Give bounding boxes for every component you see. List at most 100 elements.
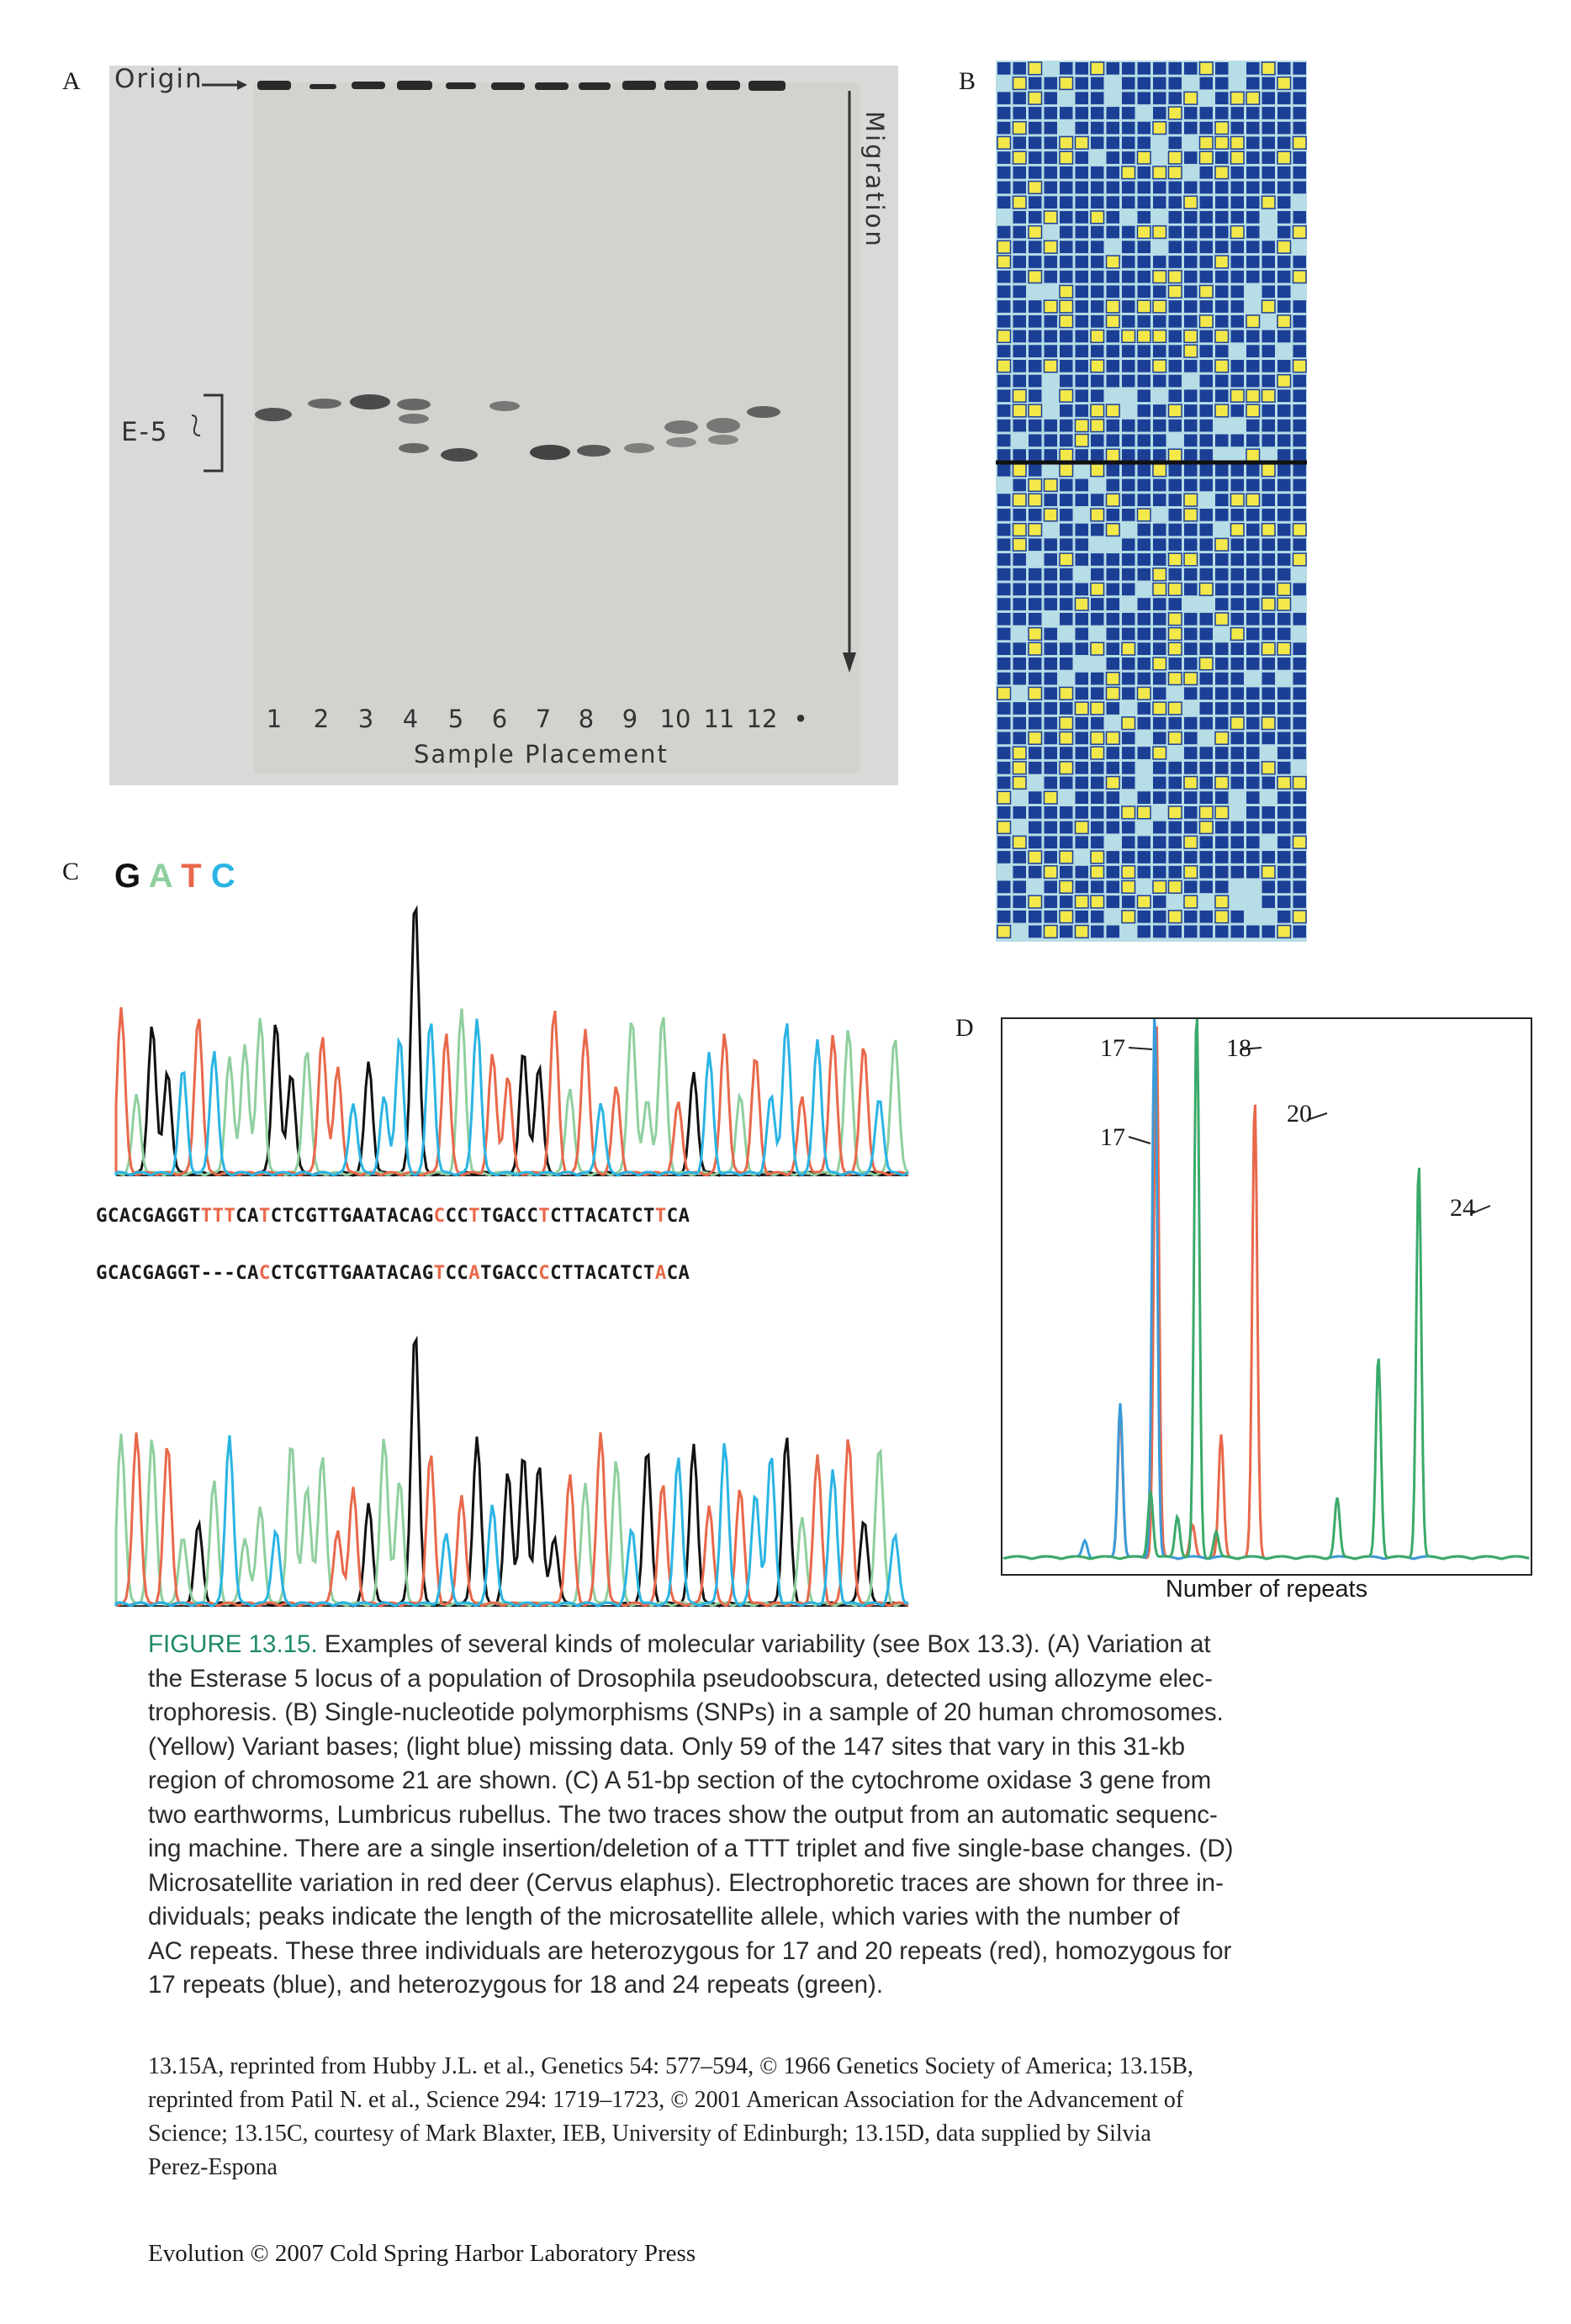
snp-cell xyxy=(1091,77,1104,90)
snp-cell xyxy=(997,612,1011,626)
snp-cell xyxy=(1152,299,1167,314)
snp-cell xyxy=(1230,910,1244,923)
snp-cell xyxy=(1044,702,1057,715)
snp-cell xyxy=(1215,314,1229,328)
snp-cell xyxy=(1199,851,1213,864)
snp-cell xyxy=(1215,478,1229,492)
snp-cell xyxy=(1075,374,1088,388)
snp-cell xyxy=(1137,166,1150,179)
snp-cell xyxy=(1293,121,1306,135)
snp-cell xyxy=(1293,151,1306,164)
snp-cell xyxy=(1028,522,1043,537)
snp-cell xyxy=(1152,224,1167,240)
snp-cell xyxy=(1153,865,1166,879)
snp-cell xyxy=(1246,62,1260,75)
snp-cell xyxy=(1168,836,1182,849)
trace-blue xyxy=(1002,1018,1530,1561)
snp-cell xyxy=(1044,196,1057,209)
snp-cell xyxy=(1184,523,1198,536)
snp-cell xyxy=(1060,107,1073,119)
snp-cell xyxy=(1044,776,1057,790)
snp-cell xyxy=(1091,166,1104,179)
snp-cell xyxy=(1043,924,1058,939)
snp-cell xyxy=(997,62,1011,75)
snp-cell xyxy=(1277,775,1292,790)
snp-cell xyxy=(1106,166,1119,179)
snp-cell xyxy=(1122,256,1135,268)
snp-cell xyxy=(1183,493,1198,507)
snp-cell xyxy=(1137,880,1150,894)
snp-cell xyxy=(1277,821,1291,834)
snp-cell xyxy=(1090,642,1105,656)
snp-cell xyxy=(1106,374,1119,388)
snp-cell xyxy=(1292,552,1307,567)
snp-cell xyxy=(1230,285,1244,298)
panel-letter-a: A xyxy=(62,67,81,95)
snp-cell xyxy=(1029,791,1042,804)
snp-cell xyxy=(1029,509,1042,521)
snp-cell xyxy=(1293,166,1306,179)
snp-cell xyxy=(1060,494,1073,506)
snp-cell xyxy=(1029,77,1042,90)
snp-cell xyxy=(1230,687,1244,700)
snp-cell xyxy=(1044,687,1057,700)
snp-cell xyxy=(1277,449,1291,462)
snp-cell xyxy=(997,747,1011,759)
snp-grid-svg xyxy=(996,61,1307,939)
variant-base: T xyxy=(433,1262,446,1284)
snp-cell xyxy=(1184,702,1198,715)
variant-base: C xyxy=(538,1262,551,1284)
snp-cell xyxy=(1183,865,1198,879)
snp-cell xyxy=(1167,910,1182,924)
credit-line: 13.15A, reprinted from Hubby J.L. et al.… xyxy=(148,2053,1193,2079)
snp-cell xyxy=(1029,463,1042,477)
snp-cell xyxy=(1199,538,1213,552)
snp-cell xyxy=(1075,121,1088,135)
snp-cell xyxy=(1090,329,1105,344)
snp-cell xyxy=(1153,449,1166,462)
snp-cell xyxy=(1262,568,1275,581)
snp-cell xyxy=(1060,509,1073,521)
snp-cell xyxy=(1060,404,1073,417)
snp-cell xyxy=(1168,330,1182,343)
snp-cell xyxy=(1215,211,1229,224)
snp-cell xyxy=(1122,658,1135,670)
snp-cell xyxy=(1184,62,1198,75)
snp-cell xyxy=(1044,821,1057,834)
snp-cell xyxy=(1262,583,1275,596)
snp-cell xyxy=(1012,775,1027,790)
snp-cell xyxy=(1215,196,1229,209)
snp-cell xyxy=(997,211,1011,224)
snp-cell xyxy=(1246,388,1261,403)
snp-cell xyxy=(997,910,1011,923)
snp-cell xyxy=(1106,196,1119,209)
snp-cell xyxy=(1183,508,1198,522)
snp-cell xyxy=(1246,270,1260,283)
snp-cell xyxy=(1199,345,1213,357)
snp-cell xyxy=(1262,136,1275,150)
footer-copyright: Evolution © 2007 Cold Spring Harbor Labo… xyxy=(148,2240,696,2267)
snp-cell xyxy=(1106,836,1119,849)
snp-cell xyxy=(1184,642,1198,655)
snp-cell xyxy=(1277,910,1291,923)
snp-cell xyxy=(1029,345,1042,357)
snp-cell xyxy=(1199,404,1213,417)
snp-cell xyxy=(1246,836,1260,849)
snp-cell xyxy=(1029,672,1042,685)
sequence-segment: CC xyxy=(445,1205,469,1227)
snp-cell xyxy=(1199,196,1213,209)
snp-cell xyxy=(997,895,1011,908)
snp-cell xyxy=(1091,791,1104,804)
snp-cell xyxy=(1091,598,1104,610)
snp-cell xyxy=(1091,925,1104,938)
snp-cell xyxy=(1121,805,1136,820)
snp-cell xyxy=(1091,568,1104,581)
snp-cell xyxy=(1153,62,1166,75)
snp-cell xyxy=(1246,121,1260,135)
snp-cell xyxy=(1230,522,1245,537)
snp-cell xyxy=(1091,92,1104,105)
snp-cell xyxy=(1183,671,1198,686)
snp-cell xyxy=(1215,62,1229,75)
snp-cell xyxy=(1168,791,1182,804)
snp-cell xyxy=(1106,360,1119,372)
